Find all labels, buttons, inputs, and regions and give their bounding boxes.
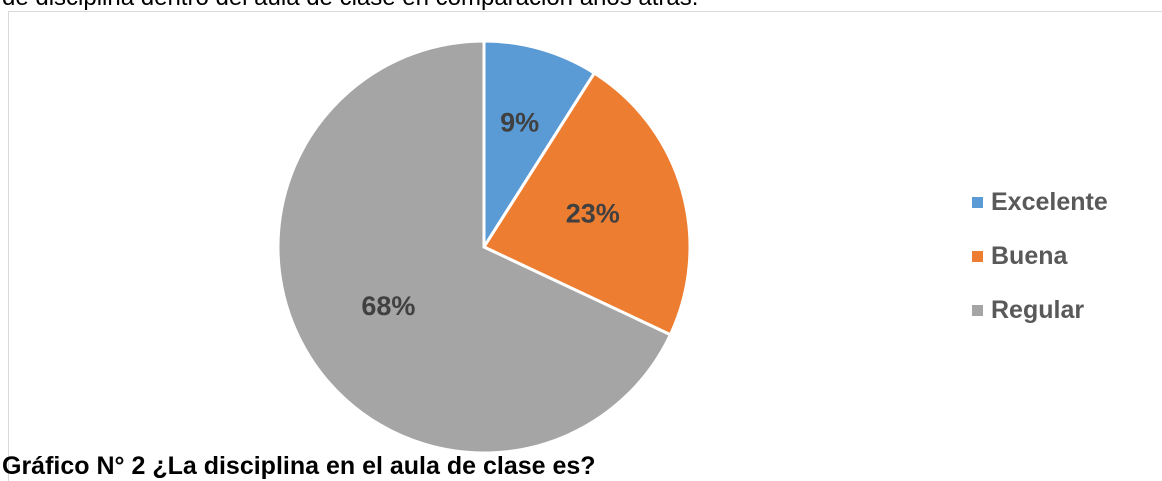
data-label-regular: 68% (361, 291, 415, 321)
legend-swatch-buena (972, 250, 983, 262)
legend-label-excelente: Excelente (991, 187, 1108, 216)
data-label-buena: 23% (566, 199, 620, 229)
chart-caption: Gráfico N° 2 ¿La disciplina en el aula d… (2, 452, 596, 480)
legend-label-buena: Buena (991, 241, 1068, 270)
pie-slice-buena (481, 70, 692, 337)
chart-area (8, 11, 1162, 481)
legend-swatch-regular (972, 304, 983, 316)
legend-swatch-excelente (972, 196, 983, 208)
legend-item-excelente: Excelente (972, 175, 1108, 229)
data-label-excelente: 9% (500, 107, 539, 137)
pie-slice-excelente (482, 39, 597, 253)
legend-item-buena: Buena (972, 229, 1108, 283)
header-text: de disciplina dentro del aula de clase e… (2, 0, 698, 12)
pie-slice-regular (276, 39, 673, 455)
legend-label-regular: Regular (991, 295, 1085, 324)
legend-item-regular: Regular (972, 283, 1108, 337)
chart-legend: Excelente Buena Regular (972, 175, 1108, 337)
